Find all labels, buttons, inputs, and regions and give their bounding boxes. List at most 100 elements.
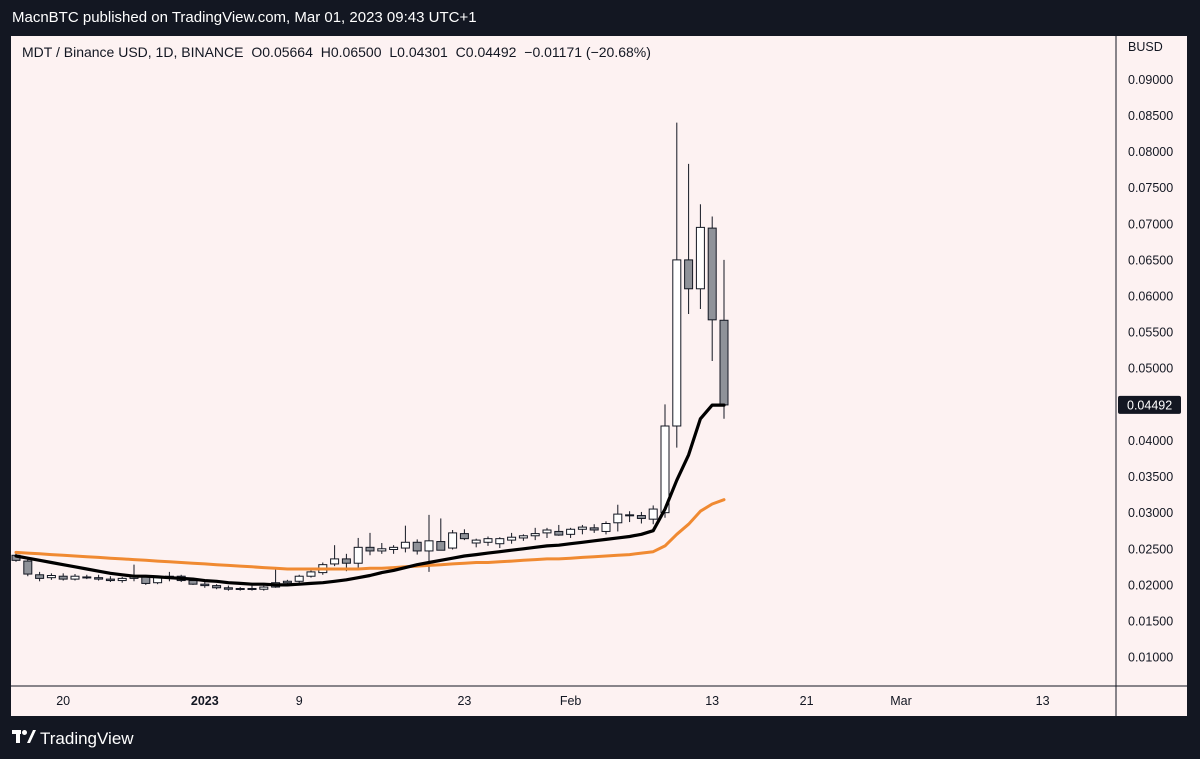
bullish-candle <box>70 575 80 580</box>
ema-fast-line <box>14 403 726 587</box>
bullish-candle <box>353 546 363 564</box>
x-axis: 20 2023 9 23 Feb 13 21 Mar 13 <box>56 694 1049 708</box>
bearish-candle <box>412 541 422 552</box>
bearish-candle <box>684 259 694 290</box>
candles <box>11 122 729 591</box>
bullish-candle <box>601 523 611 532</box>
legend: MDT / Binance USD, 1D, BINANCE O0.05664 … <box>22 44 655 60</box>
x-tick-label: 21 <box>800 694 814 708</box>
bearish-candle <box>23 560 33 575</box>
bullish-candle <box>282 580 292 584</box>
y-tick-label: 0.01500 <box>1128 615 1173 629</box>
last-price-label: 0.04492 <box>1127 398 1172 412</box>
currency-label: BUSD <box>1128 40 1163 54</box>
bullish-candle <box>117 577 127 582</box>
y-tick-label: 0.06500 <box>1128 253 1173 267</box>
bullish-candle <box>518 535 528 539</box>
legend-symbol[interactable]: MDT / Binance USD, 1D, BINANCE <box>22 44 244 60</box>
bullish-candle <box>235 588 245 590</box>
bullish-candle <box>294 575 304 582</box>
bullish-candle <box>542 529 552 534</box>
bearish-candle <box>589 527 599 531</box>
last-price-box <box>1118 395 1181 414</box>
x-tick-label: 2023 <box>191 694 219 708</box>
bearish-candle <box>58 575 68 580</box>
legend-low: L0.04301 <box>389 44 448 60</box>
publisher-text: MacnBTC published on TradingView.com, Ma… <box>12 9 477 26</box>
bullish-candle <box>695 226 705 290</box>
ema-lines <box>14 403 726 587</box>
ema-slow-line <box>14 498 726 571</box>
bullish-candle <box>259 586 269 590</box>
bearish-candle <box>436 541 446 551</box>
x-tick-label: 13 <box>1036 694 1050 708</box>
bullish-candle <box>530 533 540 537</box>
bearish-candle <box>247 588 257 590</box>
bullish-candle <box>330 558 340 565</box>
y-tick-label: 0.09000 <box>1128 73 1173 87</box>
x-tick-label: 20 <box>56 694 70 708</box>
bearish-candle <box>105 578 115 582</box>
y-tick-label: 0.02500 <box>1128 542 1173 556</box>
bearish-candle <box>188 580 198 585</box>
bearish-candle <box>625 514 635 517</box>
tradingview-brand[interactable]: TradingView <box>40 729 134 748</box>
bullish-candle <box>471 539 481 544</box>
legend-close: C0.04492 <box>455 44 517 60</box>
bearish-candle <box>719 319 729 406</box>
footer: TradingView <box>0 716 1200 759</box>
bearish-candle <box>212 585 222 589</box>
bearish-candle <box>365 546 375 552</box>
bearish-candle <box>707 227 717 321</box>
x-tick-label: Mar <box>890 694 912 708</box>
legend-change: −0.01171 (−20.68%) <box>524 44 651 60</box>
bullish-candle <box>495 538 505 545</box>
y-tick-label: 0.07500 <box>1128 181 1173 195</box>
bullish-candle <box>672 259 682 427</box>
bearish-candle <box>35 574 45 579</box>
x-tick-label: 23 <box>457 694 471 708</box>
y-tick-label: 0.03000 <box>1128 506 1173 520</box>
y-axis: 0.01000 0.01500 0.02000 0.02500 0.03000 0.035… <box>1128 73 1173 665</box>
bearish-candle <box>82 576 92 579</box>
y-tick-label: 0.02000 <box>1128 578 1173 592</box>
tradingview-logo-icon[interactable] <box>12 730 36 744</box>
bearish-candle <box>94 577 104 580</box>
bearish-candle <box>223 587 233 590</box>
bullish-candle <box>46 575 56 579</box>
y-tick-label: 0.07000 <box>1128 217 1173 231</box>
bullish-candle <box>448 532 458 549</box>
legend-high: H0.06500 <box>320 44 382 60</box>
y-tick-label: 0.03500 <box>1128 470 1173 484</box>
chart-area[interactable]: 0.01000 0.01500 0.02000 0.02500 0.03000 0.035… <box>11 36 1187 716</box>
bullish-candle <box>377 548 387 552</box>
bullish-candle <box>648 508 658 520</box>
bullish-candle <box>577 526 587 530</box>
bullish-candle <box>483 538 493 543</box>
bullish-candle <box>507 536 517 541</box>
bullish-candle <box>566 528 576 535</box>
bearish-candle <box>459 533 469 540</box>
bearish-candle <box>554 530 564 536</box>
bullish-candle <box>389 546 399 551</box>
bullish-candle <box>613 513 623 524</box>
bearish-candle <box>341 558 351 564</box>
y-tick-label: 0.05500 <box>1128 326 1173 340</box>
y-tick-label: 0.01000 <box>1128 651 1173 665</box>
y-tick-label: 0.08000 <box>1128 145 1173 159</box>
bearish-candle <box>200 583 210 587</box>
y-tick-label: 0.04000 <box>1128 434 1173 448</box>
bullish-candle <box>306 571 316 577</box>
bullish-candle <box>660 425 670 514</box>
bearish-candle <box>636 515 646 519</box>
y-tick-label: 0.05000 <box>1128 362 1173 376</box>
chart-frame <box>11 36 1187 716</box>
x-tick-label: 9 <box>296 694 303 708</box>
last-price-tag: 0.04492 <box>1118 395 1181 414</box>
bullish-candle <box>424 540 434 552</box>
y-tick-label: 0.06000 <box>1128 290 1173 304</box>
x-tick-label: Feb <box>560 694 582 708</box>
legend-open: O0.05664 <box>251 44 313 60</box>
bullish-candle <box>400 541 410 549</box>
y-tick-label: 0.08500 <box>1128 109 1173 123</box>
